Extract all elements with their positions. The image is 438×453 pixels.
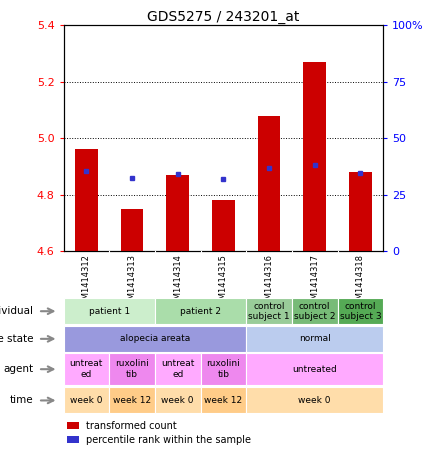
Text: control
subject 2: control subject 2 <box>294 302 336 321</box>
Bar <box>64 353 109 386</box>
Text: week 12: week 12 <box>204 396 243 405</box>
Bar <box>246 326 383 352</box>
Text: GSM1414313: GSM1414313 <box>127 254 137 310</box>
Bar <box>64 326 246 352</box>
Bar <box>349 172 372 251</box>
Bar <box>64 298 155 324</box>
Text: ruxolini
tib: ruxolini tib <box>206 360 240 379</box>
Bar <box>292 298 338 324</box>
Text: week 0: week 0 <box>162 396 194 405</box>
Bar <box>303 62 326 251</box>
Text: alopecia areata: alopecia areata <box>120 334 190 343</box>
Text: disease state: disease state <box>0 334 33 344</box>
Bar <box>155 387 201 414</box>
Text: GSM1414315: GSM1414315 <box>219 254 228 309</box>
Bar <box>109 387 155 414</box>
Text: week 0: week 0 <box>298 396 331 405</box>
Text: GSM1414317: GSM1414317 <box>310 254 319 310</box>
Text: time: time <box>9 395 33 405</box>
Bar <box>75 149 98 251</box>
Text: transformed count: transformed count <box>86 421 177 431</box>
Bar <box>67 422 79 429</box>
Bar <box>246 298 292 324</box>
Bar <box>201 353 246 386</box>
Title: GDS5275 / 243201_at: GDS5275 / 243201_at <box>147 10 300 24</box>
Bar <box>67 436 79 443</box>
Text: week 12: week 12 <box>113 396 151 405</box>
Text: week 0: week 0 <box>70 396 102 405</box>
Text: GSM1414318: GSM1414318 <box>356 254 365 310</box>
Text: untreat
ed: untreat ed <box>161 360 194 379</box>
Bar <box>338 298 383 324</box>
Bar <box>155 353 201 386</box>
Bar <box>212 200 235 251</box>
Text: individual: individual <box>0 306 33 316</box>
Text: control
subject 1: control subject 1 <box>248 302 290 321</box>
Bar <box>109 353 155 386</box>
Text: percentile rank within the sample: percentile rank within the sample <box>86 434 251 444</box>
Bar <box>246 387 383 414</box>
Bar <box>246 353 383 386</box>
Text: patient 1: patient 1 <box>88 307 130 316</box>
Text: untreated: untreated <box>292 365 337 374</box>
Text: patient 2: patient 2 <box>180 307 221 316</box>
Text: agent: agent <box>3 364 33 374</box>
Bar <box>120 209 143 251</box>
Text: GSM1414314: GSM1414314 <box>173 254 182 309</box>
Text: control
subject 3: control subject 3 <box>339 302 381 321</box>
Bar <box>155 298 246 324</box>
Bar <box>258 116 280 251</box>
Text: untreat
ed: untreat ed <box>70 360 103 379</box>
Text: GSM1414312: GSM1414312 <box>82 254 91 309</box>
Bar <box>201 387 246 414</box>
Bar <box>64 387 109 414</box>
Text: GSM1414316: GSM1414316 <box>265 254 274 310</box>
Bar <box>166 175 189 251</box>
Text: ruxolini
tib: ruxolini tib <box>115 360 149 379</box>
Text: normal: normal <box>299 334 331 343</box>
